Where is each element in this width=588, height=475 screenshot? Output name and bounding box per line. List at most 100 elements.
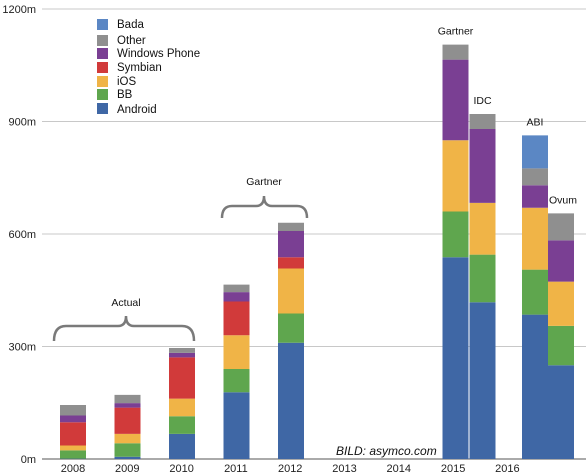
bar-2012 (278, 222, 304, 459)
bar-segment-symbian (60, 422, 86, 446)
legend-swatch-symbian (97, 62, 108, 73)
bar-segment-android (223, 392, 250, 459)
bar-segment-windows-phone (169, 352, 195, 358)
bar-segment-symbian (169, 357, 195, 399)
bar-segment-android (114, 456, 141, 459)
bar-2015-idc: IDC (469, 95, 496, 459)
bar-segment-other (442, 44, 469, 60)
x-tick-label: 2010 (169, 463, 193, 475)
legend-swatch-other (97, 35, 108, 46)
bar-segment-other (169, 348, 195, 353)
actual-bracket: Actual (52, 297, 196, 342)
bar-segment-ios (60, 445, 86, 451)
gartner-annotation-label: Gartner (246, 176, 282, 188)
bar-segment-windows-phone (469, 129, 496, 203)
legend-label-bada: Bada (117, 19, 144, 31)
bar-segment-android (548, 365, 574, 459)
legend-swatch-ios (97, 76, 108, 87)
bar-segment-bb (522, 269, 548, 315)
x-tick-label: 2013 (332, 463, 356, 475)
bar-2011 (223, 284, 250, 459)
legend-swatch-windows-phone (97, 48, 108, 59)
bar-segment-ios (114, 433, 141, 444)
bar-segment-android (169, 433, 195, 459)
x-tick-label: 2012 (278, 463, 302, 475)
legend-label-windows-phone: Windows Phone (117, 48, 200, 60)
bar-segment-ios (169, 398, 195, 417)
bar-segment-bb (114, 443, 141, 457)
legend-label-symbian: Symbian (117, 62, 162, 74)
bar-segment-ios (442, 140, 469, 212)
bar-2015-gartner: Gartner (438, 26, 474, 459)
bar-2008 (60, 405, 86, 459)
bar-segment-windows-phone (223, 292, 250, 302)
bar-source-label: Gartner (438, 26, 474, 38)
bar-2009 (114, 394, 141, 459)
bar-source-label: IDC (473, 95, 492, 107)
bar-segment-other (469, 114, 496, 129)
bar-segment-bb (278, 313, 304, 343)
bar-2016-ovum: Ovum (548, 194, 577, 459)
bar-segment-symbian (114, 407, 141, 434)
bar-segment-bb (442, 211, 469, 258)
bar-segment-android (469, 302, 496, 459)
bar-segment-other (522, 168, 548, 186)
y-tick-label: 900m (8, 117, 36, 129)
bar-segment-ios (278, 268, 304, 314)
y-tick-label: 0m (21, 454, 36, 466)
legend: Bada Other Windows Phone Symbian iOS BB … (97, 19, 200, 116)
bar-segment-android (442, 257, 469, 459)
bar-segment-bb (60, 450, 86, 459)
bar-segment-bada (522, 135, 548, 169)
gartner-bracket: Gartner (220, 176, 309, 219)
bar-segment-other (223, 284, 250, 293)
x-tick-label: 2014 (387, 463, 411, 475)
bar-segment-symbian (278, 257, 304, 269)
bar-segment-ios (469, 202, 496, 255)
x-tick-label: 2009 (115, 463, 139, 475)
source-credit: BILD: asymco.com (336, 444, 437, 458)
y-tick-label: 1200m (2, 4, 36, 16)
x-tick-label: 2011 (224, 463, 248, 475)
bars: Gartner IDC ABI Ovum (60, 26, 577, 459)
bar-segment-bb (169, 416, 195, 434)
bar-segment-windows-phone (442, 59, 469, 141)
bar-segment-windows-phone (114, 403, 141, 408)
bar-2016-abi: ABI (522, 116, 548, 459)
bar-segment-other (114, 394, 141, 404)
x-axis-ticks: 2008 2009 2010 2011 2012 2013 2014 2015 2016 (61, 463, 520, 475)
bar-source-label: ABI (527, 116, 544, 128)
bar-segment-ios (522, 207, 548, 270)
gartner-bracket-shape (220, 195, 309, 219)
bar-segment-windows-phone (522, 185, 548, 208)
y-axis-ticks: 0m 300m 600m 900m 1200m (2, 4, 36, 466)
bar-segment-bb (223, 369, 250, 393)
bar-segment-bb (469, 254, 496, 303)
legend-label-android: Android (117, 104, 157, 116)
bar-segment-ios (223, 335, 250, 369)
actual-annotation-label: Actual (111, 297, 140, 309)
bar-segment-symbian (223, 301, 250, 336)
legend-swatch-android (97, 103, 108, 114)
x-tick-label: 2008 (61, 463, 85, 475)
bar-source-label: Ovum (549, 194, 577, 206)
x-tick-label: 2016 (495, 463, 519, 475)
bar-segment-other (548, 213, 574, 241)
y-tick-label: 600m (8, 229, 36, 241)
bar-segment-other (278, 222, 304, 231)
legend-label-ios: iOS (117, 76, 137, 88)
actual-bracket-shape (52, 315, 196, 342)
bar-segment-ios (548, 281, 574, 326)
bar-segment-other (60, 405, 86, 416)
bar-segment-windows-phone (278, 231, 304, 258)
bar-segment-windows-phone (60, 415, 86, 423)
bar-segment-windows-phone (548, 240, 574, 282)
bar-segment-android (278, 342, 304, 459)
legend-swatch-bb (97, 89, 108, 100)
bar-2010 (169, 348, 195, 459)
bar-segment-android (522, 314, 548, 459)
x-tick-label: 2015 (441, 463, 465, 475)
bar-segment-bb (548, 325, 574, 366)
legend-swatch-bada (97, 19, 108, 30)
